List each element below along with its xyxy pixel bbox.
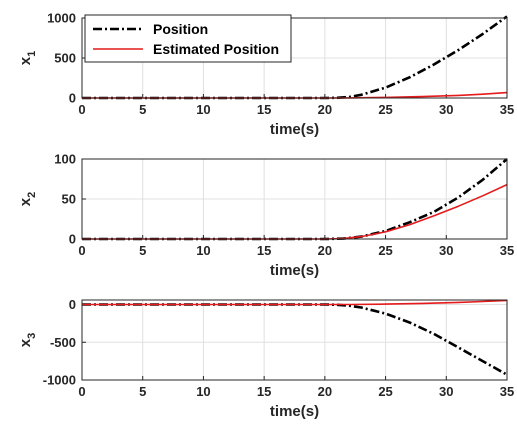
y-axis-label: x3: [17, 333, 38, 347]
legend-label: Position: [153, 21, 208, 37]
x-tick-label: 35: [500, 243, 514, 258]
axes-box: [81, 17, 508, 99]
x-tick-label: 20: [318, 384, 332, 399]
axes-box: [81, 299, 508, 381]
y-axis-label: x1: [17, 51, 38, 65]
axes-box: [81, 158, 508, 240]
y-tick-label: 0: [69, 232, 76, 247]
x-tick-label: 15: [257, 102, 271, 117]
y-tick-label: 500: [54, 51, 76, 66]
y-axis-label-subscript: 1: [26, 51, 38, 57]
y-axis-label-main: x: [17, 56, 34, 65]
legend: Position Estimated Position: [84, 14, 292, 63]
x-axis-label: time(s): [270, 121, 319, 138]
x-tick-label: 10: [196, 102, 210, 117]
y-tick-label: 1000: [47, 11, 76, 26]
y-tick-label: 100: [54, 152, 76, 167]
y-axis-label-subscript: 3: [26, 333, 38, 339]
legend-label: Estimated Position: [153, 41, 279, 57]
y-axis-label-main: x: [17, 197, 34, 206]
chart-panel-3: 0 5 10 15 20 25 30 35 0 -500 -1000 time(s) x3: [17, 297, 514, 420]
y-axis-label: x2: [17, 192, 38, 206]
chart-panel-2: 0 5 10 15 20 25 30 35 0 50 100 time(s) x2: [17, 152, 514, 280]
y-axis-label-subscript: 2: [26, 192, 38, 198]
x-tick-label: 0: [78, 243, 85, 258]
y-tick-label: 0: [69, 91, 76, 106]
x-tick-label: 35: [500, 102, 514, 117]
chart-panel-1: 0 5 10 15 20 25 30 35 0 500 1000 time(s) x1 Position E…: [17, 11, 514, 139]
x-tick-label: 35: [500, 384, 514, 399]
y-tick-label: 0: [69, 297, 76, 312]
x-tick-label: 30: [439, 243, 453, 258]
x-tick-label: 30: [439, 384, 453, 399]
x-tick-label: 0: [78, 102, 85, 117]
legend-box: [84, 14, 292, 63]
x-axis-label: time(s): [270, 403, 319, 420]
y-axis-label-main: x: [17, 338, 34, 347]
x-tick-label: 15: [257, 243, 271, 258]
x-tick-label: 5: [139, 102, 146, 117]
plot-area: [82, 300, 507, 380]
x-tick-label: 20: [318, 102, 332, 117]
x-axis-label: time(s): [270, 262, 319, 279]
x-tick-label: 25: [378, 102, 392, 117]
x-tick-label: 10: [196, 243, 210, 258]
y-tick-label: 50: [62, 192, 76, 207]
x-tick-label: 10: [196, 384, 210, 399]
x-tick-label: 0: [78, 384, 85, 399]
x-tick-label: 5: [139, 243, 146, 258]
x-tick-label: 25: [378, 384, 392, 399]
series-line-estimated-position: [82, 299, 508, 306]
x-tick-label: 5: [139, 384, 146, 399]
y-tick-label: -500: [50, 335, 76, 350]
x-tick-label: 30: [439, 102, 453, 117]
x-tick-label: 15: [257, 384, 271, 399]
y-tick-label: -1000: [43, 373, 76, 388]
x-tick-label: 25: [378, 243, 392, 258]
x-tick-label: 20: [318, 243, 332, 258]
